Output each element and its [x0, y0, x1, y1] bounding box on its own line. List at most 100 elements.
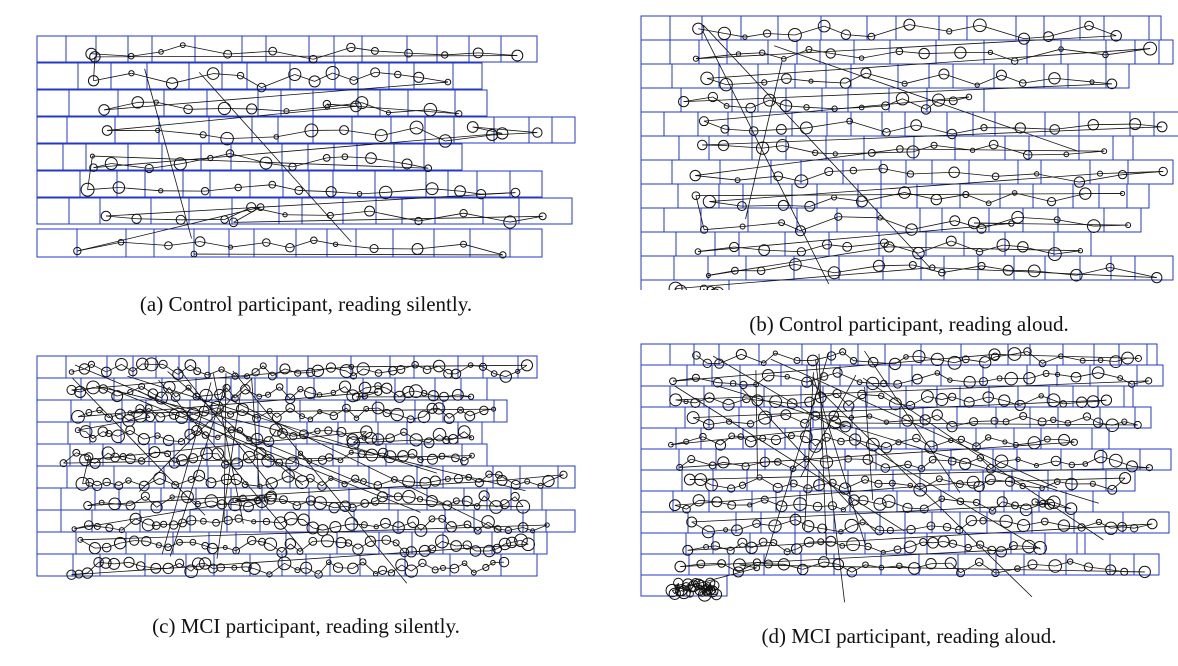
- saccade: [716, 501, 732, 506]
- saccade: [297, 371, 311, 374]
- saccade: [80, 524, 548, 541]
- saccade: [168, 440, 182, 443]
- fixation: [817, 19, 831, 33]
- saccade: [408, 481, 426, 484]
- fixation: [341, 480, 348, 488]
- fixation: [339, 500, 351, 512]
- fixation: [839, 348, 847, 356]
- fixation: [112, 181, 126, 194]
- saccade: [134, 540, 147, 542]
- fixation: [77, 536, 84, 543]
- fixation: [1117, 375, 1124, 381]
- saccade: [1032, 563, 1056, 567]
- saccade: [281, 543, 291, 553]
- fixation: [737, 537, 748, 548]
- fixation: [1094, 449, 1108, 464]
- fixation: [690, 397, 701, 408]
- saccade: [1067, 416, 1088, 424]
- saccade: [707, 48, 1151, 79]
- fixation: [710, 288, 719, 290]
- saccade: [445, 134, 493, 142]
- saccade: [833, 415, 852, 418]
- saccade: [696, 355, 708, 364]
- fixation: [717, 559, 726, 568]
- saccade: [236, 479, 246, 485]
- fixation: [1050, 416, 1057, 424]
- fixation: [66, 569, 77, 580]
- fixation: [877, 392, 885, 400]
- saccade: [93, 163, 112, 169]
- saccade: [128, 561, 141, 567]
- saccade: [299, 541, 314, 552]
- saccade: [319, 502, 335, 509]
- saccade: [351, 451, 362, 455]
- saccade: [952, 396, 970, 403]
- fixation: [330, 389, 337, 396]
- saccade: [806, 106, 835, 110]
- fixation: [461, 495, 473, 507]
- fixation: [682, 544, 694, 556]
- saccade: [936, 414, 953, 427]
- saccade: [834, 422, 1138, 426]
- saccade: [233, 215, 543, 223]
- saccade: [160, 414, 175, 418]
- saccade: [952, 543, 969, 549]
- fixation: [862, 454, 874, 465]
- fixation: [893, 545, 902, 554]
- fixation: [170, 392, 181, 403]
- fixation: [760, 360, 767, 367]
- fixation: [174, 558, 185, 568]
- fixation: [945, 235, 957, 247]
- saccade: [837, 372, 860, 383]
- fixation: [336, 426, 347, 438]
- fixation: [108, 557, 121, 570]
- saccade: [210, 479, 227, 484]
- saccade: [272, 184, 299, 191]
- saccade: [136, 218, 181, 221]
- saccade: [130, 458, 142, 462]
- fixation: [744, 435, 757, 448]
- fixation: [266, 571, 273, 578]
- saccade: [1105, 48, 1151, 56]
- saccade: [890, 529, 912, 531]
- saccade: [695, 377, 718, 384]
- fixation: [236, 71, 245, 80]
- long-saccade: [755, 370, 758, 477]
- fixation: [697, 588, 712, 602]
- saccade: [943, 73, 978, 86]
- fixation: [137, 457, 146, 465]
- saccade: [408, 52, 445, 56]
- saccade: [795, 264, 835, 274]
- saccade: [356, 395, 365, 398]
- fixation: [474, 478, 484, 488]
- fixation: [168, 457, 180, 469]
- saccade: [968, 544, 981, 549]
- fixation: [947, 355, 962, 370]
- fixation: [414, 216, 423, 226]
- fixation: [394, 70, 402, 79]
- saccade: [71, 389, 81, 393]
- saccade: [681, 589, 685, 593]
- saccade: [892, 482, 911, 486]
- fixation: [141, 518, 155, 532]
- saccade: [205, 187, 239, 192]
- fixation: [283, 511, 298, 526]
- long-saccade: [718, 385, 1099, 504]
- fixation: [1108, 453, 1123, 468]
- fixation: [948, 392, 957, 401]
- saccade: [794, 25, 825, 36]
- fixation: [154, 432, 161, 439]
- saccade: [767, 33, 795, 36]
- fixation: [158, 359, 168, 369]
- saccade: [756, 562, 769, 565]
- saccade: [87, 187, 119, 191]
- saccade: [1036, 460, 1057, 466]
- saccade: [106, 481, 119, 486]
- saccade: [759, 477, 778, 489]
- fixation: [974, 557, 984, 567]
- saccade: [77, 429, 87, 433]
- long-saccade: [673, 385, 905, 532]
- fixation: [515, 368, 521, 374]
- fixation: [256, 82, 267, 93]
- saccade: [1051, 193, 1086, 203]
